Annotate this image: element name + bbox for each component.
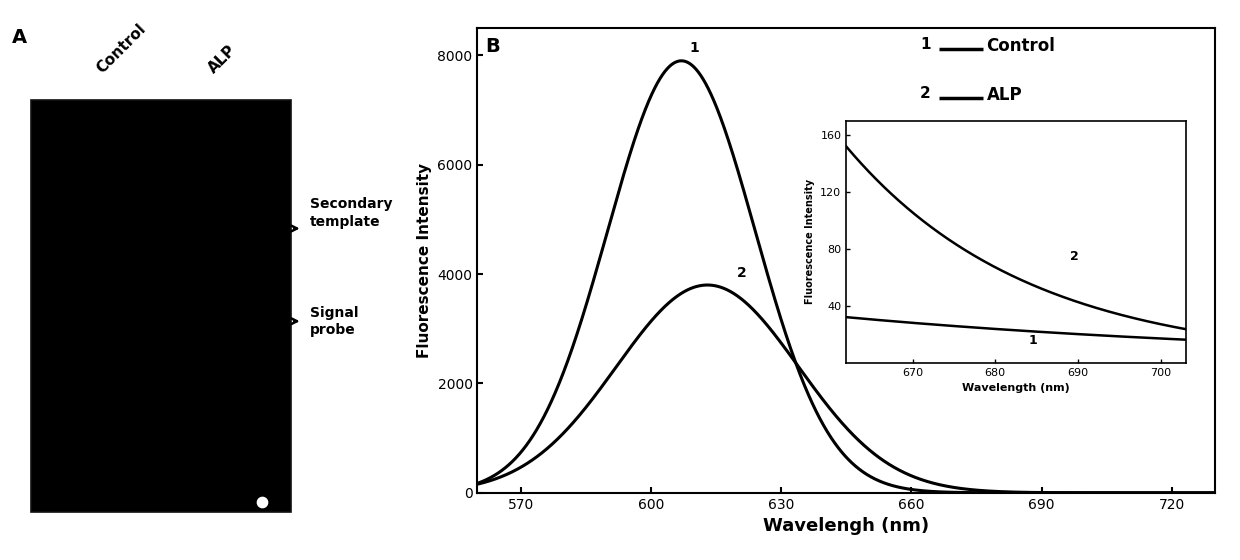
Text: Signal
probe: Signal probe	[310, 306, 358, 337]
Text: Secondary
template: Secondary template	[310, 197, 393, 228]
X-axis label: Wavelengh (nm): Wavelengh (nm)	[764, 517, 929, 535]
Text: 1: 1	[920, 38, 930, 52]
Point	[252, 497, 272, 506]
Text: ALP: ALP	[987, 86, 1022, 104]
Text: 2: 2	[920, 86, 931, 101]
Text: Control: Control	[94, 21, 149, 77]
Text: 2: 2	[738, 267, 746, 281]
Text: 1: 1	[689, 41, 699, 55]
Text: Control: Control	[987, 38, 1055, 55]
Y-axis label: Fluorescence Intensity: Fluorescence Intensity	[417, 163, 432, 358]
Text: A: A	[12, 27, 27, 46]
Text: B: B	[485, 38, 500, 57]
Bar	[31, 100, 291, 512]
Text: ALP: ALP	[206, 43, 239, 77]
